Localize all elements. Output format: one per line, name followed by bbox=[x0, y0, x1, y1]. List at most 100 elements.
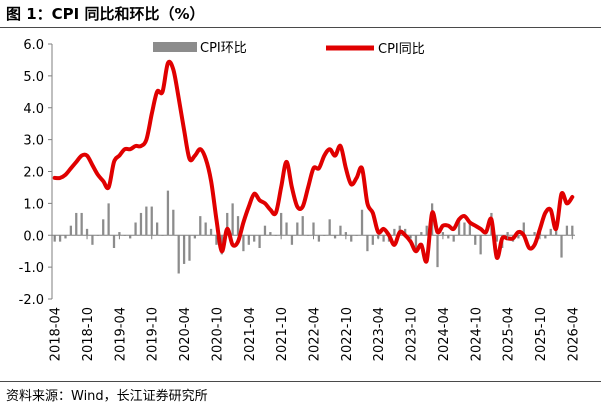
bar-mom bbox=[118, 232, 121, 236]
bar-mom bbox=[123, 235, 126, 236]
bar-mom bbox=[58, 235, 62, 242]
bar-mom bbox=[420, 232, 423, 236]
bar-mom bbox=[145, 206, 148, 236]
x-tick-label: 2019-04 bbox=[113, 307, 128, 361]
x-tick-label: 2020-10 bbox=[210, 307, 225, 361]
bar-mom bbox=[350, 235, 353, 242]
bar-mom bbox=[231, 203, 234, 236]
bar-mom bbox=[528, 235, 531, 236]
bar-mom bbox=[565, 225, 569, 236]
bar-mom bbox=[382, 235, 385, 242]
legend-line-label: CPI同比 bbox=[378, 42, 425, 57]
bar-mom bbox=[447, 235, 450, 239]
bar-mom bbox=[69, 225, 73, 236]
bar-mom bbox=[285, 222, 288, 236]
bar-mom bbox=[404, 228, 407, 236]
top-rule bbox=[0, 27, 601, 28]
bar-mom bbox=[328, 219, 331, 236]
bar-mom bbox=[522, 222, 525, 236]
x-tick-label: 2018-04 bbox=[49, 307, 64, 361]
bar-mom bbox=[436, 235, 439, 268]
bar-mom bbox=[306, 235, 310, 236]
bar-mom bbox=[91, 235, 94, 245]
bar-mom bbox=[107, 203, 110, 236]
y-tick-label: 3.0 bbox=[23, 134, 44, 149]
bar-series-mom bbox=[53, 190, 574, 274]
bar-mom bbox=[560, 235, 563, 258]
bar-mom bbox=[236, 216, 240, 236]
bar-mom bbox=[215, 235, 218, 245]
bar-mom bbox=[80, 212, 83, 236]
x-tick-label: 2022-04 bbox=[308, 307, 323, 361]
bar-mom bbox=[452, 235, 455, 242]
x-tick-label: 2019-10 bbox=[146, 307, 161, 361]
legend: CPI环比 CPI同比 bbox=[153, 41, 425, 57]
bar-mom bbox=[323, 235, 326, 236]
bar-mom bbox=[393, 228, 396, 236]
bar-mom bbox=[96, 235, 99, 236]
bar-mom bbox=[129, 235, 132, 239]
bar-mom bbox=[166, 190, 170, 236]
x-tick-label: 2021-04 bbox=[243, 307, 258, 361]
bar-mom bbox=[188, 235, 191, 261]
bar-mom bbox=[549, 228, 552, 236]
bar-mom bbox=[463, 222, 466, 236]
bar-mom bbox=[258, 235, 261, 248]
x-tick-label: 2024-04 bbox=[437, 307, 452, 361]
legend-bar-swatch bbox=[153, 42, 197, 52]
bar-mom bbox=[280, 212, 283, 236]
bar-mom bbox=[290, 235, 294, 245]
y-tick-label: 2.0 bbox=[23, 166, 44, 181]
bar-mom bbox=[193, 235, 197, 239]
bar-mom bbox=[301, 216, 304, 236]
y-tick-label: 5.0 bbox=[23, 70, 44, 85]
bar-mom bbox=[366, 235, 369, 252]
x-tick-label: 2022-10 bbox=[340, 307, 355, 361]
bar-mom bbox=[199, 216, 202, 236]
line-series-yoy bbox=[52, 59, 575, 264]
x-tick-label: 2023-04 bbox=[372, 307, 387, 361]
legend-bar-label: CPI环比 bbox=[200, 41, 247, 56]
bar-mom bbox=[263, 225, 267, 236]
x-tick-label: 2023-10 bbox=[405, 307, 420, 361]
x-tick-label: 2020-04 bbox=[178, 307, 193, 361]
bar-mom bbox=[533, 232, 536, 236]
bar-mom bbox=[75, 212, 78, 236]
bar-mom bbox=[139, 212, 143, 236]
bar-mom bbox=[102, 219, 105, 236]
x-tick-label: 2025-04 bbox=[502, 307, 517, 361]
bar-mom bbox=[312, 222, 315, 236]
bar-mom bbox=[64, 235, 67, 239]
bar-mom bbox=[484, 235, 488, 236]
bar-mom bbox=[544, 235, 547, 239]
bar-mom bbox=[85, 228, 89, 236]
bar-mom bbox=[457, 219, 461, 236]
bar-mom bbox=[506, 232, 509, 236]
bar-mom bbox=[468, 222, 471, 236]
bar-mom bbox=[156, 222, 159, 236]
bar-mom bbox=[112, 235, 116, 248]
y-tick-label: 1.0 bbox=[23, 197, 44, 212]
bar-mom bbox=[414, 235, 418, 252]
bar-mom bbox=[269, 232, 272, 236]
bar-mom bbox=[317, 235, 321, 242]
bar-mom bbox=[495, 235, 498, 242]
bar-mom bbox=[182, 235, 186, 264]
y-tick-label: -2.0 bbox=[19, 293, 44, 308]
x-tick-label: 2026-04 bbox=[566, 307, 581, 361]
bar-mom bbox=[296, 222, 299, 236]
bar-mom bbox=[172, 209, 175, 236]
bar-mom bbox=[339, 225, 342, 236]
bar-mom bbox=[333, 235, 337, 239]
bar-mom bbox=[242, 235, 245, 252]
bar-mom bbox=[517, 235, 520, 239]
bar-mom bbox=[253, 235, 256, 242]
y-tick-label: -1.0 bbox=[19, 261, 44, 276]
bar-mom bbox=[177, 235, 180, 274]
bar-mom bbox=[134, 222, 137, 236]
x-tick-label: 2025-10 bbox=[534, 307, 549, 361]
x-tick-label: 2024-10 bbox=[469, 307, 484, 361]
chart-plot: 6.05.04.03.02.01.00.0-1.0-2.0 2018-04 201… bbox=[19, 38, 582, 361]
x-axis-ticks: 2018-04 2018-10 2019-04 2019-10 2020-04 2020-… bbox=[49, 235, 581, 361]
